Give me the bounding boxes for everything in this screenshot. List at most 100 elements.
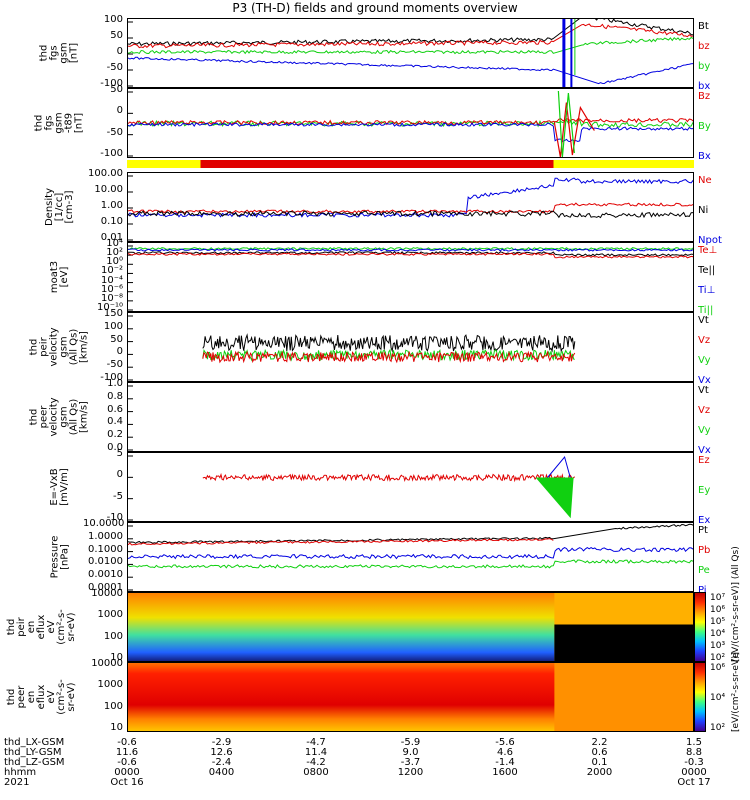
- panel-6-ytick: 0.0: [107, 442, 123, 453]
- panel-4-plot: [128, 245, 693, 311]
- panel-10-ytick: 100: [103, 700, 123, 712]
- xaxis-row-label: thd_LX-GSM: [4, 737, 65, 748]
- xaxis-tick-label: 2.2: [591, 737, 608, 748]
- panel-1-ytick: 0: [116, 46, 123, 57]
- colorbar-tick: 10⁶: [710, 605, 726, 615]
- panel-5-ytick: 100: [103, 320, 123, 332]
- panel-3-ytick: 1.00: [100, 200, 123, 211]
- colorbar-tick: 10⁴: [710, 693, 726, 703]
- series-npot: [128, 177, 693, 218]
- panel-3-ylabel: Density [1/cc] [cm-3]: [40, 172, 80, 242]
- xaxis-tick-label: 11.6: [115, 747, 139, 758]
- xaxis-row-label: hhmm: [4, 767, 37, 778]
- legend-pt: Pt: [698, 525, 708, 536]
- xaxis-tick-label: 1200: [397, 767, 424, 778]
- spike-by: [574, 19, 576, 75]
- xaxis-tick-label: 0400: [208, 767, 235, 778]
- series-tipar: [128, 246, 693, 251]
- legend-te: Te⊥: [698, 245, 718, 256]
- panel-8: [127, 522, 694, 592]
- panel-10-ytick: 1000: [97, 679, 123, 691]
- xaxis-tick-label: 11.4: [304, 747, 328, 758]
- xaxis-tick-label: 8.8: [686, 747, 702, 758]
- xaxis-row-label: thd_LY-GSM: [4, 747, 62, 758]
- panel-3-ytick: 10.00: [94, 184, 123, 195]
- xaxis-tick-label: -5.6: [495, 737, 515, 748]
- xaxis-tick-label: -3.7: [400, 757, 421, 768]
- series-pi: [128, 547, 693, 560]
- panel-6-ytick: 1.0: [107, 378, 123, 389]
- legend-ey: Ey: [698, 485, 711, 496]
- xaxis-row-label: thd_LZ-GSM: [4, 757, 65, 768]
- series-bx: [128, 56, 693, 85]
- xaxis-tick-label: -0.6: [117, 737, 137, 748]
- legend-ex: Ex: [698, 515, 711, 526]
- panel-8-ytick: 0.0001: [88, 582, 123, 593]
- panel-3: [127, 172, 694, 242]
- panel-8-ytick: 10.0000: [83, 518, 125, 529]
- xaxis-tick-label: 0000: [114, 767, 140, 778]
- xaxis-tick-label: Oct 17: [677, 777, 711, 788]
- panel-4-ytick: 10⁰: [106, 256, 123, 268]
- legend-ti: Ti||: [698, 305, 714, 316]
- xaxis-tick-label: -4.7: [306, 737, 326, 748]
- panel-2-ytick: 50: [110, 84, 123, 95]
- panel-5-ytick: -50: [106, 359, 123, 371]
- panel-8-ytick: 0.1000: [88, 543, 123, 555]
- legend-ez: Ez: [698, 455, 710, 466]
- xaxis-tick-label: 0800: [303, 767, 329, 778]
- xaxis-tick-label: 0000: [681, 767, 707, 778]
- xaxis-tick-label: 0.6: [591, 747, 608, 758]
- panel-6-ytick: 0.2: [107, 429, 123, 441]
- panel-4-ylabel: moat3 [eV]: [40, 242, 80, 312]
- panel-7-ytick: -5: [113, 490, 123, 502]
- legend-by: By: [698, 121, 711, 132]
- xaxis-tick-label: -1.4: [495, 757, 515, 768]
- plot-title: P3 (TH-D) fields and ground moments over…: [232, 1, 518, 15]
- panel-1-ytick: -100: [100, 78, 123, 89]
- panel-1-ylabel: thd fgs gsm [nT]: [39, 18, 80, 88]
- spike-bx: [562, 19, 566, 87]
- panel-8-ylabel-text: Pressure [nPa]: [49, 536, 70, 579]
- panel-9-ylabel: thd peir en eflux eV (cm²-s-sr-eV): [6, 592, 77, 662]
- legend-vx: Vx: [698, 445, 711, 456]
- xaxis-tick-label: -4.2: [306, 757, 326, 768]
- panel-6-ylabel-text: thd peer velocity gsm (All Qs) [km/s]: [29, 397, 90, 436]
- panel-1-ylabel-text: thd fgs gsm [nT]: [39, 42, 80, 63]
- series-vt: [202, 333, 576, 353]
- panel-5-ytick: 0: [116, 346, 123, 358]
- xaxis-tick-label: -0.3: [684, 757, 704, 768]
- series-ex: [547, 455, 571, 478]
- series-pb: [128, 538, 554, 546]
- panel-4-ylabel-text: moat3 [eV]: [49, 261, 70, 293]
- panel-6-ytick: 0.4: [107, 416, 123, 428]
- series-ne: [128, 202, 693, 214]
- spike-by: [557, 90, 575, 157]
- panel-7: [127, 452, 694, 522]
- panel-1-ytick: 50: [110, 30, 123, 41]
- colorbar-tick: 10²: [710, 653, 726, 663]
- series-bt: [128, 19, 693, 47]
- xaxis-tick-label: 4.6: [497, 747, 513, 758]
- legend-te: Te||: [698, 265, 716, 276]
- colorbar-tick: 10⁵: [710, 617, 726, 627]
- legend-ni: Ni: [698, 205, 709, 216]
- panel-8-plot: [128, 523, 693, 591]
- xaxis-tick-label: 12.6: [210, 747, 233, 758]
- xaxis-tick-label: 2000: [586, 767, 613, 778]
- xaxis-tick-label: -2.9: [211, 737, 232, 748]
- legend-vy: Vy: [698, 355, 711, 366]
- xaxis-tick-label: -0.6: [117, 757, 137, 768]
- colorbar-2: [694, 662, 706, 732]
- legend-vx: Vx: [698, 375, 711, 386]
- panel-10: [127, 662, 694, 732]
- xaxis-tick-label: 0.1: [591, 757, 608, 768]
- panel-1-ytick: 100: [103, 14, 123, 25]
- panel-10-ytick: 10000: [91, 658, 123, 669]
- legend-vt: Vt: [698, 315, 709, 326]
- colorbar-tick: 10⁷: [710, 593, 726, 603]
- colorbar-tick: 10⁶: [710, 663, 726, 673]
- panel-4-ytick: 10⁻²: [100, 265, 123, 277]
- colorbar-tick: 10⁴: [710, 629, 726, 639]
- spectrogram-lowflux: [554, 624, 693, 661]
